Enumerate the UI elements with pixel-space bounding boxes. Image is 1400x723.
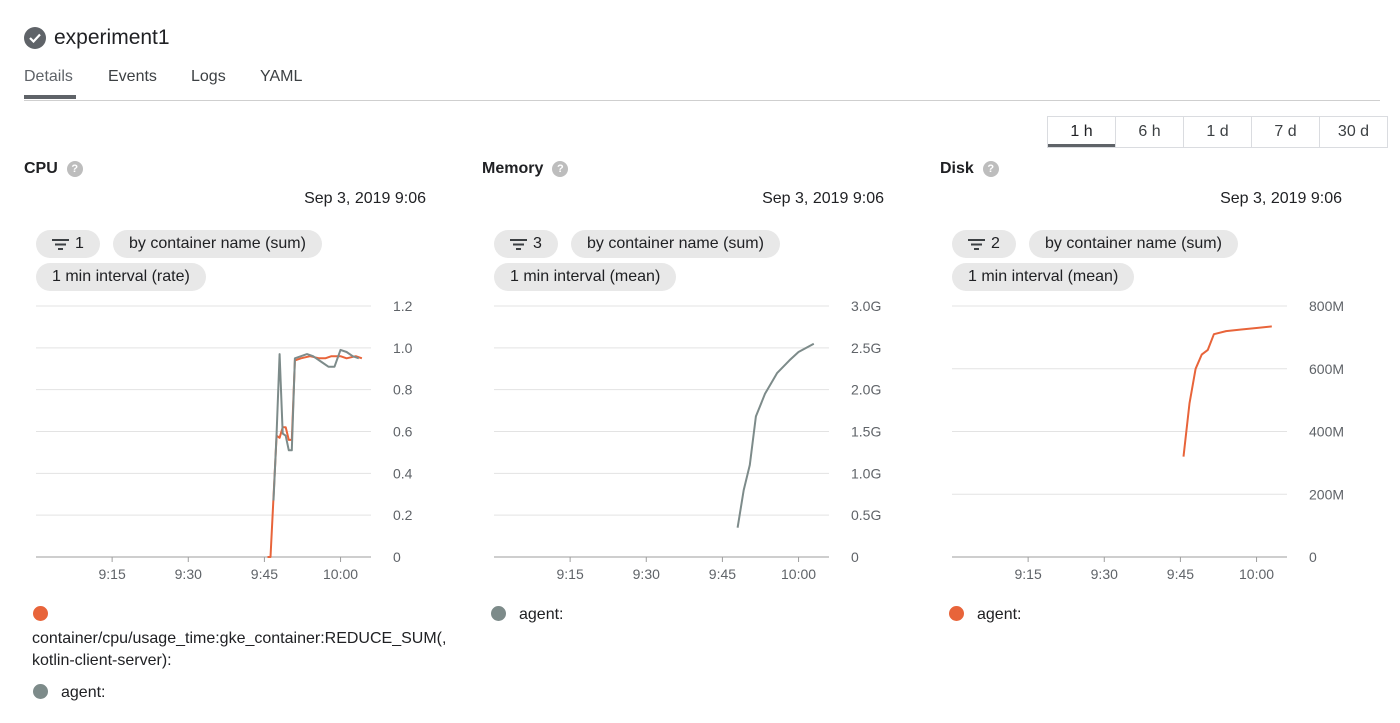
x-tick-label: 9:30 — [1091, 566, 1118, 582]
y-tick-label: 400M — [1309, 424, 1344, 440]
x-tick-label: 9:15 — [1015, 566, 1042, 582]
legend-label: container/cpu/usage_time:gke_container:R… — [32, 630, 447, 669]
legend-label: agent: — [519, 606, 564, 623]
series-line-0 — [1182, 325, 1272, 457]
x-tick-label: 9:30 — [633, 566, 660, 582]
interval-chip[interactable]: 1 min interval (mean) — [494, 263, 677, 291]
help-icon[interactable]: ? — [982, 161, 999, 177]
y-tick-label: 2.5G — [851, 340, 881, 356]
help-icon[interactable]: ? — [552, 161, 569, 177]
legend-color-dot — [491, 606, 506, 621]
cpu-chart: 0 0.2 0.4 0.6 0.8 1.0 1.2 9:15 9:30 9:45 10:00 — [36, 298, 413, 582]
x-tick-label: 9:45 — [709, 566, 736, 582]
active-tab-indicator — [24, 95, 76, 99]
panel-title-text: Memory — [482, 160, 544, 177]
x-tick-label: 10:00 — [1239, 566, 1274, 582]
filter-chip[interactable]: 3 — [494, 230, 558, 258]
range-6h-button[interactable]: 6 h — [1116, 117, 1184, 147]
range-1d-button[interactable]: 1 d — [1184, 117, 1252, 147]
memory-chart: 0 0.5G 1.0G 1.5G 2.0G 2.5G 3.0G 9:15 9:30 9:45 10:… — [494, 298, 881, 582]
x-tick-label: 9:30 — [175, 566, 202, 582]
group-by-chip[interactable]: by container name (sum) — [1029, 230, 1238, 258]
interval-chip[interactable]: 1 min interval (mean) — [952, 263, 1135, 291]
filter-count: 2 — [991, 235, 1000, 252]
y-tick-label: 1.0G — [851, 465, 881, 481]
group-by-chip[interactable]: by container name (sum) — [113, 230, 322, 258]
help-icon[interactable]: ? — [66, 161, 83, 177]
y-tick-label: 0.2 — [393, 507, 413, 523]
legend-color-dot — [33, 684, 48, 699]
y-tick-label: 0 — [1309, 549, 1317, 565]
series-line-1 — [272, 348, 360, 501]
y-tick-label: 0.8 — [393, 382, 413, 398]
tab-events[interactable]: Events — [108, 68, 157, 85]
x-tick-label: 9:15 — [99, 566, 126, 582]
chart-timestamp: Sep 3, 2019 9:06 — [762, 190, 884, 207]
y-tick-label: 1.5G — [851, 424, 881, 440]
x-tick-label: 9:45 — [1167, 566, 1194, 582]
memory-panel: Memory ? Sep 3, 2019 9:06 3 by container… — [482, 150, 902, 720]
y-tick-label: 0.5G — [851, 507, 881, 523]
disk-chart: 0 200M 400M 600M 800M 9:15 9:30 9:45 10:00 — [952, 298, 1344, 582]
tab-bar: Details Events Logs YAML — [24, 60, 1380, 101]
tab-logs[interactable]: Logs — [191, 68, 226, 85]
panel-title-text: Disk — [940, 160, 974, 177]
time-range-selector: 1 h 6 h 1 d 7 d 30 d — [1047, 116, 1388, 148]
range-1h-button[interactable]: 1 h — [1048, 117, 1116, 147]
disk-panel: Disk ? Sep 3, 2019 9:06 2 by container n… — [940, 150, 1360, 720]
x-tick-label: 10:00 — [781, 566, 816, 582]
chart-timestamp: Sep 3, 2019 9:06 — [304, 190, 426, 207]
legend-color-dot — [33, 606, 48, 621]
tab-yaml[interactable]: YAML — [260, 68, 303, 85]
y-tick-label: 800M — [1309, 298, 1344, 314]
y-tick-label: 0 — [851, 549, 859, 565]
interval-chip[interactable]: 1 min interval (rate) — [36, 263, 206, 291]
series-line-0 — [267, 355, 363, 558]
y-tick-label: 2.0G — [851, 382, 881, 398]
tab-details[interactable]: Details — [24, 68, 73, 85]
y-tick-label: 200M — [1309, 486, 1344, 502]
y-tick-label: 1.0 — [393, 340, 413, 356]
series-line-0 — [736, 342, 815, 528]
chart-timestamp: Sep 3, 2019 9:06 — [1220, 190, 1342, 207]
filter-count: 1 — [75, 235, 84, 252]
y-tick-label: 600M — [1309, 361, 1344, 377]
legend-label: agent: — [61, 684, 106, 701]
panel-title-text: CPU — [24, 160, 58, 177]
y-tick-label: 3.0G — [851, 298, 881, 314]
y-tick-label: 0.6 — [393, 424, 413, 440]
x-tick-label: 9:45 — [251, 566, 278, 582]
check-circle-icon — [24, 27, 46, 49]
y-tick-label: 0.4 — [393, 465, 413, 481]
page-header: experiment1 — [24, 22, 170, 54]
page-title: experiment1 — [54, 26, 170, 49]
legend-label: agent: — [977, 606, 1022, 623]
x-tick-label: 9:15 — [557, 566, 584, 582]
filter-icon — [968, 238, 985, 250]
y-tick-label: 1.2 — [393, 298, 413, 314]
filter-chip[interactable]: 1 — [36, 230, 100, 258]
filter-icon — [510, 238, 527, 250]
panel-title: Memory ? — [482, 160, 569, 178]
panel-title: Disk ? — [940, 160, 999, 178]
range-7d-button[interactable]: 7 d — [1252, 117, 1320, 147]
filter-icon — [52, 238, 69, 250]
filter-count: 3 — [533, 235, 542, 252]
panel-title: CPU ? — [24, 160, 83, 178]
legend-color-dot — [949, 606, 964, 621]
x-tick-label: 10:00 — [323, 566, 358, 582]
filter-chip[interactable]: 2 — [952, 230, 1016, 258]
y-tick-label: 0 — [393, 549, 401, 565]
group-by-chip[interactable]: by container name (sum) — [571, 230, 780, 258]
range-30d-button[interactable]: 30 d — [1320, 117, 1387, 147]
cpu-panel: CPU ? Sep 3, 2019 9:06 1 by container na… — [24, 150, 446, 720]
